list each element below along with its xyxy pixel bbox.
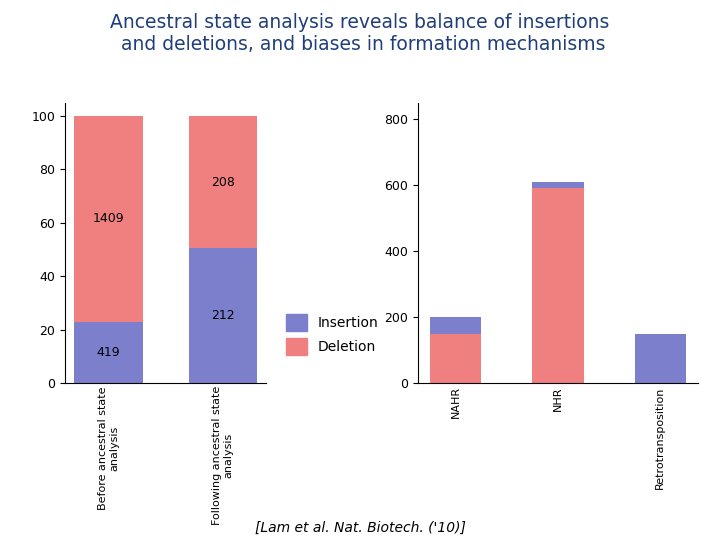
Text: and deletions, and biases in formation mechanisms: and deletions, and biases in formation m… (114, 35, 606, 54)
Bar (431, 318, 482, 334)
Bar (189, 248, 257, 383)
Bar (74, 322, 143, 383)
Bar (533, 182, 583, 188)
Bar (74, 116, 143, 322)
Text: Ancestral state analysis reveals balance of insertions: Ancestral state analysis reveals balance… (110, 14, 610, 32)
Text: 212: 212 (211, 309, 235, 322)
Bar (634, 334, 685, 383)
Text: 1409: 1409 (92, 212, 124, 225)
Bar (533, 188, 583, 383)
Bar (431, 334, 482, 383)
Text: [Lam et al. Nat. Biotech. ('10)]: [Lam et al. Nat. Biotech. ('10)] (255, 521, 465, 535)
Text: 208: 208 (211, 176, 235, 188)
Bar (189, 116, 257, 248)
Legend: Insertion, Deletion: Insertion, Deletion (281, 309, 384, 361)
Text: 419: 419 (96, 346, 120, 359)
